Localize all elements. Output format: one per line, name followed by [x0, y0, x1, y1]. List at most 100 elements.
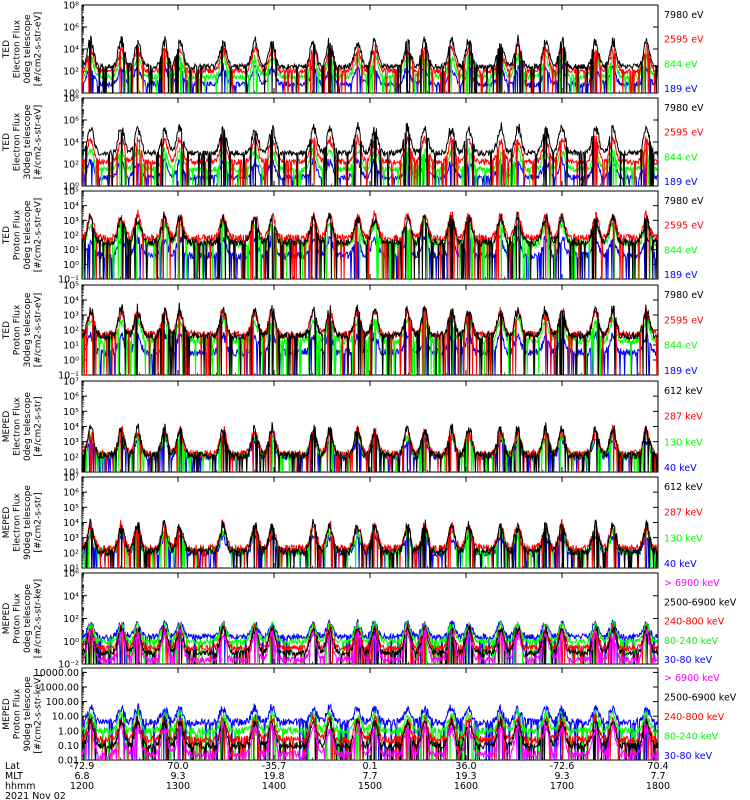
flux-panel-8: 0.01 0.10 1.00 10.00 100.00 1000.00 10000.00 ME… — [2, 667, 737, 767]
flux-panel-7: 10⁻² 10⁰ 10² 10⁴ 10⁶ MEPED Proton Flux 0deg tel… — [2, 569, 737, 671]
y-tick-label: 10⁰ — [63, 182, 79, 193]
series-traces — [82, 122, 658, 186]
mlt-tick-label: 6.8 — [74, 771, 89, 782]
legend-entry: 7980 eV — [664, 196, 704, 207]
y-tick-label: 10⁶ — [63, 116, 79, 127]
flux-panel-5: 10¹ 10² 10³ 10⁴ 10⁵ 10⁶ 10⁷ MEPED Electron Flux 0… — [2, 377, 703, 479]
y-axis-label: MEPED — [2, 603, 12, 635]
y-tick-label: 10⁰ — [63, 89, 79, 100]
y-tick-label: 10¹ — [63, 245, 79, 256]
legend-entry: 2500-6900 keV — [664, 693, 737, 704]
y-axis-label: 90deg telescope — [23, 485, 33, 560]
series-traces — [82, 34, 658, 93]
y-tick-label: 10⁴ — [63, 45, 79, 56]
legend-entry: > 6900 keV — [664, 673, 720, 684]
legend-entry: 844 eV — [664, 152, 698, 163]
hhmm-tick-label: 1300 — [166, 781, 190, 792]
y-tick-label: 10² — [63, 67, 79, 78]
y-axis-label: MEPED — [2, 698, 12, 730]
series-line — [82, 702, 658, 760]
lat-tick-label: -72.6 — [550, 761, 575, 772]
legend-entry: 30-80 keV — [664, 751, 713, 762]
legend-entry: 240-800 keV — [664, 712, 725, 723]
y-tick-label: 10⁶ — [63, 23, 79, 34]
series-line — [82, 122, 658, 186]
y-tick-label: 10³ — [63, 533, 79, 544]
legend-entry: 7980 eV — [664, 290, 704, 301]
legend-entry: 30-80 keV — [664, 655, 713, 666]
legend-entry: > 6900 keV — [664, 578, 720, 589]
series-line — [82, 422, 658, 472]
y-tick-label: 10⁰ — [63, 356, 79, 367]
legend-entry: 844 eV — [664, 245, 698, 256]
legend-entry: 2595 eV — [664, 315, 704, 326]
series-line — [82, 622, 658, 664]
y-tick-label: 10⁰ — [63, 260, 79, 271]
y-tick-label: 10.00 — [52, 712, 79, 723]
hhmm-tick-label: 1500 — [358, 781, 382, 792]
y-tick-label: 10⁴ — [63, 296, 79, 307]
series-line — [82, 618, 658, 664]
y-axis-label: 0deg telescope — [23, 392, 33, 462]
legend-entry: 7980 eV — [664, 10, 704, 21]
y-axis-label: 0deg telescope — [23, 200, 33, 270]
y-tick-label: 10⁵ — [63, 407, 79, 418]
series-line — [82, 519, 658, 568]
y-axis-label: MEPED — [2, 507, 12, 539]
series-traces — [82, 702, 658, 760]
series-traces — [82, 209, 658, 279]
y-tick-label: 10¹ — [63, 468, 79, 479]
legend-entry: 612 keV — [664, 482, 703, 493]
legend-entry: 2595 eV — [664, 35, 704, 46]
series-line — [82, 707, 658, 760]
legend-entry: 2500-6900 keV — [664, 597, 737, 608]
legend-entry: 287 keV — [664, 508, 703, 519]
hhmm-tick-label: 1600 — [454, 781, 478, 792]
y-tick-label: 10² — [63, 326, 79, 337]
y-axis-label: TED — [2, 321, 12, 340]
flux-panel-6: 10¹ 10² 10³ 10⁴ 10⁵ 10⁶ 10⁷ MEPED Electron Flux 9… — [2, 473, 703, 575]
mlt-tick-label: 9.3 — [554, 771, 569, 782]
y-axis-label: 0deg telescope — [23, 584, 33, 654]
lat-tick-label: -35.7 — [262, 761, 287, 772]
y-axis-label: 30deg telescope — [23, 292, 33, 367]
y-tick-label: 10⁴ — [63, 518, 79, 529]
series-line — [82, 626, 658, 664]
y-tick-label: 10⁵ — [63, 187, 79, 198]
mlt-tick-label: 7.7 — [650, 771, 665, 782]
hhmm-tick-label: 1800 — [646, 781, 670, 792]
y-tick-label: 10⁵ — [63, 281, 79, 292]
series-line — [82, 211, 658, 279]
hhmm-tick-label: 1400 — [262, 781, 286, 792]
y-tick-label: 10² — [63, 160, 79, 171]
legend-entry: 40 keV — [664, 463, 697, 474]
series-line — [82, 156, 658, 186]
series-line — [82, 144, 658, 186]
y-axis-label: Electron Flux — [13, 19, 23, 78]
flux-panel-4: 10⁻¹ 10⁰ 10¹ 10² 10³ 10⁴ 10⁵ TED Proton Flux 30de… — [2, 281, 704, 382]
y-tick-label: 0.01 — [58, 756, 79, 767]
y-tick-label: 10² — [63, 231, 79, 242]
y-axis-label: [#/cm2-s-str-eV] — [34, 12, 44, 87]
lat-tick-label: 36.0 — [455, 761, 476, 772]
legend-entry: 2595 eV — [664, 128, 704, 139]
hhmm-tick-label: 1700 — [550, 781, 574, 792]
y-tick-label: 100.00 — [46, 697, 79, 708]
legend-entry: 7980 eV — [664, 103, 704, 114]
mlt-tick-label: 9.3 — [170, 771, 185, 782]
legend-entry: 40 keV — [664, 559, 697, 570]
y-axis-label: [#/cm2-s-str-eV] — [34, 198, 44, 273]
y-tick-label: 10⁻¹ — [58, 371, 79, 382]
y-tick-label: 10² — [63, 548, 79, 559]
series-line — [82, 721, 658, 760]
mlt-tick-label: 19.3 — [455, 771, 476, 782]
flux-panel-3: 10⁻¹ 10⁰ 10¹ 10² 10³ 10⁴ 10⁵ TED Proton Flux 0deg… — [2, 187, 704, 286]
y-tick-label: 10² — [63, 452, 79, 463]
legend-entry: 287 keV — [664, 412, 703, 423]
y-axis-label: Proton Flux — [13, 209, 23, 260]
flux-panel-1: 10⁰ 10² 10⁴ 10⁶ 10⁸ TED Electron Flux 0deg tele… — [2, 1, 704, 100]
y-tick-label: 10⁷ — [63, 473, 79, 484]
series-line — [82, 620, 658, 664]
y-axis-label: Electron Flux — [13, 493, 23, 552]
